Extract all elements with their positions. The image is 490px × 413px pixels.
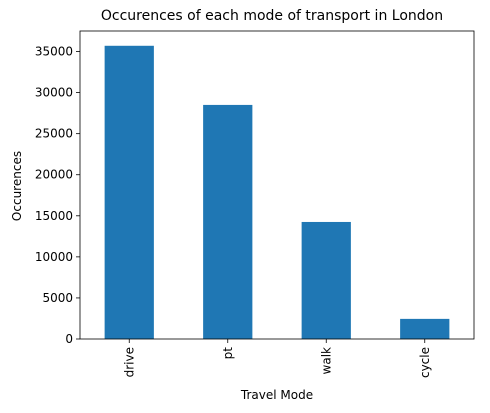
y-tick-label: 25000	[35, 127, 73, 141]
chart-title: Occurences of each mode of transport in …	[101, 8, 443, 24]
y-tick-label: 20000	[35, 168, 73, 182]
bars	[104, 45, 450, 340]
x-tick-label: cycle	[418, 347, 432, 378]
x-tick-label: drive	[122, 347, 136, 377]
y-tick-label: 35000	[35, 45, 73, 59]
x-axis-label: Travel Mode	[240, 388, 313, 402]
plot-frame	[79, 30, 475, 340]
bar-drive	[104, 45, 154, 340]
y-tick-label: 15000	[35, 209, 73, 223]
y-tick-label: 0	[65, 332, 73, 346]
x-axis-ticks: drive pt walk cycle	[122, 339, 432, 378]
x-tick-label: pt	[221, 347, 235, 360]
bar-cycle	[400, 318, 450, 339]
bar-pt	[203, 104, 253, 339]
x-tick-label: walk	[319, 347, 333, 375]
y-tick-label: 5000	[42, 291, 73, 305]
y-axis-label: Occurences	[10, 151, 24, 221]
y-axis-ticks: 0 5000 10000 15000 20000 25000 30000 35000	[35, 45, 80, 346]
y-tick-label: 10000	[35, 250, 73, 264]
y-tick-label: 30000	[35, 86, 73, 100]
bar-walk	[301, 221, 351, 339]
